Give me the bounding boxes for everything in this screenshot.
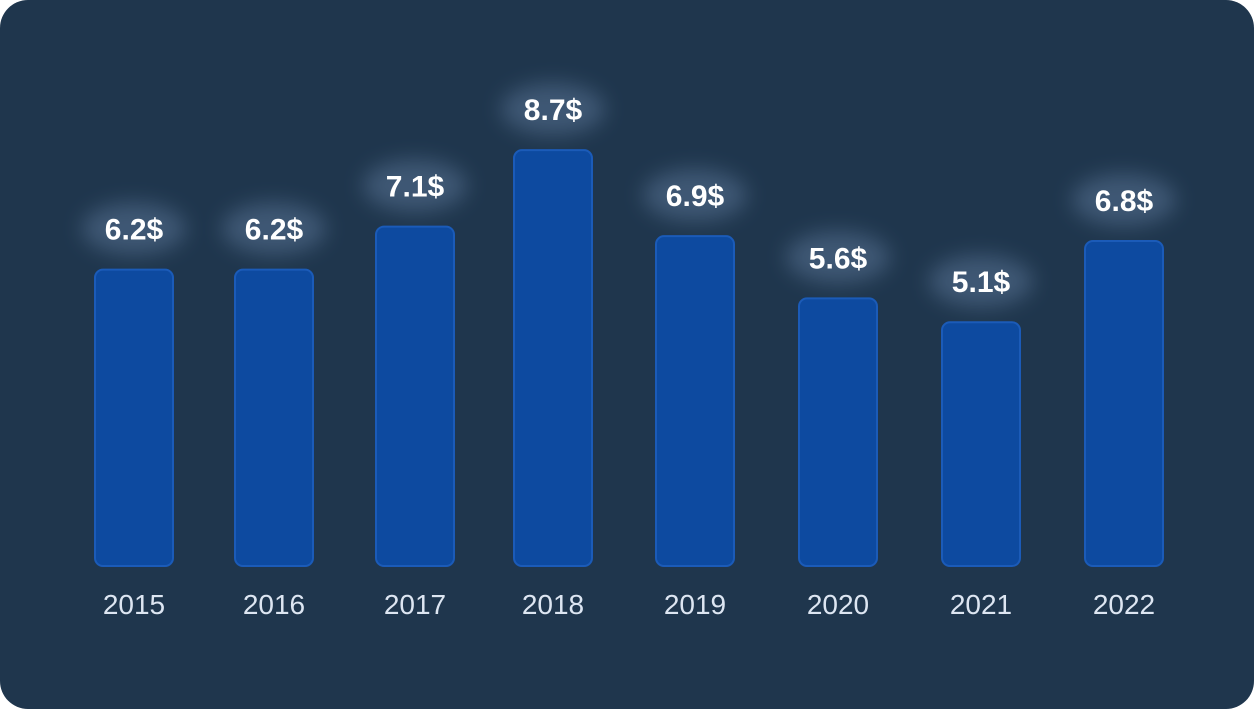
bar-2021 (941, 321, 1021, 567)
value-label-2020: 5.6$ (809, 242, 868, 275)
value-label-glow (1072, 173, 1176, 226)
value-label-glow (363, 159, 467, 212)
value-label-2016: 6.2$ (245, 214, 304, 247)
category-label-2018: 2018 (522, 589, 584, 620)
label-glow-layer (82, 83, 1176, 308)
value-label-glow (786, 231, 890, 284)
value-label-2022: 6.8$ (1095, 185, 1154, 218)
bar-2015 (94, 268, 174, 567)
value-label-glow (222, 202, 326, 255)
bar-2020 (798, 297, 878, 567)
value-label-2019: 6.9$ (666, 180, 725, 213)
category-label-2019: 2019 (664, 589, 726, 620)
value-label-2017: 7.1$ (386, 171, 445, 204)
value-label-glow (929, 255, 1033, 308)
category-label-2020: 2020 (807, 589, 869, 620)
value-label-glow (501, 83, 605, 136)
value-label-glow (82, 202, 186, 255)
category-label-2022: 2022 (1093, 589, 1155, 620)
bar-2016 (234, 268, 314, 567)
value-label-2021: 5.1$ (952, 266, 1011, 299)
value-labels-group: 6.2$ 6.2$ 7.1$ 8.7$ 6.9$ 5.6$ 5.1$ 6.8$ (105, 94, 1154, 299)
category-label-2017: 2017 (384, 589, 446, 620)
category-label-2015: 2015 (103, 589, 165, 620)
bar-2022 (1084, 239, 1164, 568)
bar-2018 (513, 149, 593, 567)
bar-2017 (375, 225, 455, 567)
category-label-2016: 2016 (243, 589, 305, 620)
value-label-glow (643, 169, 747, 222)
category-label-2021: 2021 (950, 589, 1012, 620)
value-label-2018: 8.7$ (524, 94, 583, 127)
bars-group (94, 149, 1164, 568)
bar-2019 (655, 235, 735, 567)
category-labels-group: 2015 2016 2017 2018 2019 2020 2021 2022 (103, 589, 1155, 620)
value-label-2015: 6.2$ (105, 214, 164, 247)
